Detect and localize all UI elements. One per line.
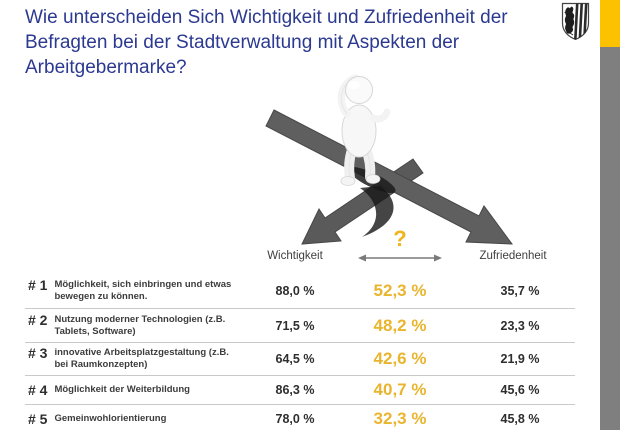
decision-arrows-graphic xyxy=(265,74,514,245)
row-label: innovative Arbeitsplatzgestaltung (z.B. … xyxy=(54,347,229,370)
label-zufriedenheit: Zufriedenheit xyxy=(479,250,547,262)
value-zufriedenheit: 21,9 % xyxy=(500,352,540,366)
value-difference: 52,3 % xyxy=(373,281,427,300)
row-rank: # 4 xyxy=(28,382,48,398)
value-zufriedenheit: 45,8 % xyxy=(500,411,540,426)
value-wichtigkeit: 88,0 % xyxy=(275,284,315,298)
row-rank: # 2 xyxy=(28,311,48,328)
row-rank: # 1 xyxy=(28,277,48,293)
row-label: Möglichkeit der Weiterbildung xyxy=(54,384,190,395)
value-zufriedenheit: 23,3 % xyxy=(500,318,540,333)
value-difference: 42,6 % xyxy=(373,349,427,368)
row-label: Gemeinwohlorientierung xyxy=(54,412,167,424)
leipzig-coat-of-arms-icon xyxy=(561,2,590,41)
value-zufriedenheit: 45,6 % xyxy=(500,383,540,397)
value-zufriedenheit: 35,7 % xyxy=(500,284,540,298)
label-wichtigkeit: Wichtigkeit xyxy=(267,250,323,262)
table-row: # 5 Gemeinwohlorientierung 78,0 % 32,3 %… xyxy=(25,405,575,430)
comparison-table: # 1 Möglichkeit, sich einbringen und etw… xyxy=(25,274,575,430)
table-row: # 1 Möglichkeit, sich einbringen und etw… xyxy=(25,274,575,309)
slide-title: Wie unterscheiden Sich Wichtigkeit und Z… xyxy=(25,7,508,78)
figure-shadow-swoosh xyxy=(360,186,394,237)
table-row: # 3 innovative Arbeitsplatzgestaltung (z… xyxy=(25,343,575,376)
double-arrow-icon xyxy=(358,254,442,262)
value-difference: 40,7 % xyxy=(373,380,427,399)
row-rank: # 5 xyxy=(28,410,48,427)
value-wichtigkeit: 86,3 % xyxy=(275,383,315,397)
value-wichtigkeit: 71,5 % xyxy=(275,318,315,333)
edge-bar-yellow xyxy=(600,0,620,47)
table-row: # 4 Möglichkeit der Weiterbildung 86,3 %… xyxy=(25,376,575,405)
edge-bar-gray xyxy=(600,47,620,430)
figure-3d-person xyxy=(337,74,391,186)
value-difference: 32,3 % xyxy=(373,408,427,428)
value-wichtigkeit: 64,5 % xyxy=(275,352,315,366)
row-label: Nutzung moderner Technologien (z.B. Tabl… xyxy=(54,313,226,337)
value-difference: 48,2 % xyxy=(373,315,427,335)
arrow-right-zufriedenheit xyxy=(265,109,514,245)
row-label: Möglichkeit, sich einbringen und etwas b… xyxy=(54,279,232,302)
table-row: # 2 Nutzung moderner Technologien (z.B. … xyxy=(25,309,575,343)
row-rank: # 3 xyxy=(28,345,48,361)
question-mark: ? xyxy=(393,226,407,251)
value-wichtigkeit: 78,0 % xyxy=(275,411,315,426)
